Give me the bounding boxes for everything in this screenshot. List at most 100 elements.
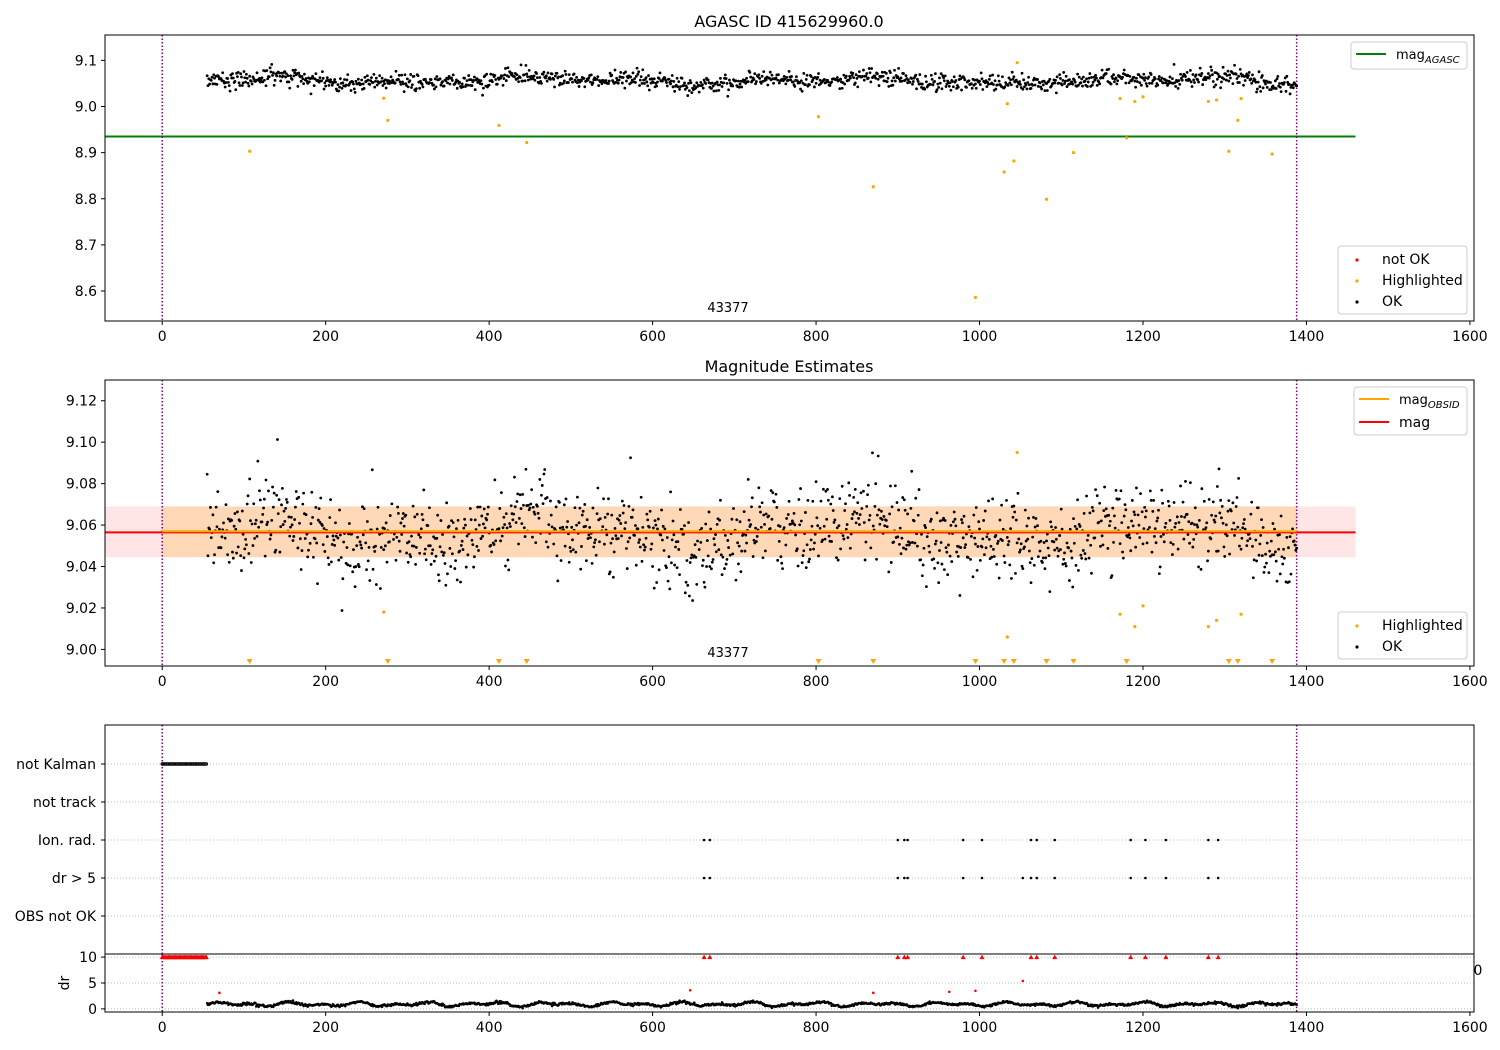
ok-point [583,85,587,89]
category-label: not Kalman [16,757,96,773]
ok-point [527,68,531,72]
ok-point [661,538,664,542]
ok-point [1188,541,1191,545]
ok-point [1091,509,1095,513]
ok-point [269,70,273,74]
ok-point [293,71,297,75]
y-tick-label: 9.12 [66,394,97,410]
stray-tick-label: 0 [1474,963,1483,979]
ok-point [1020,564,1024,568]
ok-point [1295,1003,1298,1006]
ok-point [653,519,657,523]
ok-point [534,541,538,545]
ok-point [1171,543,1175,546]
ok-point [376,505,380,509]
ok-point [549,499,552,503]
ok-point [774,492,778,496]
ok-point [308,541,312,545]
ok-point [231,556,235,560]
ok-point [1068,527,1072,531]
ok-point [1090,571,1093,575]
ok-point [240,75,243,79]
ok-point [853,81,857,85]
ok-point [804,77,808,81]
ok-point [777,73,780,77]
y-tick-label: 9.04 [66,560,97,576]
ok-point [813,85,816,89]
ok-point [864,540,868,544]
ok-point [480,82,484,86]
ok-point [608,570,612,574]
ok-point [1264,82,1267,86]
ok-point [363,75,367,79]
ok-point [764,78,768,82]
ok-point [213,76,216,80]
ok-point [223,85,227,89]
ok-point [432,87,436,91]
ok-point [689,556,693,560]
ok-point [1285,74,1289,78]
ok-point [897,66,901,70]
ok-point [623,86,627,90]
ok-point [699,540,703,544]
clipped-marker [1163,954,1169,960]
ion-rad-point [1144,838,1147,842]
ok-point [1050,525,1053,529]
outlier-point [218,991,221,995]
ok-point [799,87,802,91]
ok-point [1085,77,1088,81]
ok-point [857,70,861,74]
not-kalman-point [204,762,209,766]
ok-point [446,572,449,576]
ok-point [312,555,315,559]
ok-point [409,73,413,76]
ok-point [831,509,835,512]
ok-point [521,79,525,83]
ok-point [662,549,666,552]
ok-point [1017,537,1021,541]
ok-point [590,561,594,565]
ok-point [576,495,579,499]
legend-label-sub: AGASC [1424,55,1460,66]
ok-point [1249,77,1253,81]
ok-point [1031,535,1035,539]
ok-point [1010,577,1013,580]
ok-point [629,456,632,460]
ok-point [390,502,394,506]
ok-point [349,89,353,92]
ok-point [439,519,443,522]
ok-point [949,88,953,92]
ok-point [752,78,756,81]
ok-point [438,545,442,549]
ok-point [1282,547,1285,551]
ok-point [695,81,699,85]
ok-point [1081,84,1084,88]
ok-point [294,68,297,72]
ok-point [280,71,283,75]
ok-point [727,88,731,92]
ok-point [529,502,533,506]
ok-point [278,550,282,554]
ok-point [507,75,511,79]
ok-point [853,510,856,514]
ok-point [1294,548,1298,552]
ok-point [507,568,511,572]
ok-point [215,525,219,529]
ok-point [584,559,588,563]
ok-point [522,503,525,507]
ok-point [337,89,341,93]
outlier-point [1021,979,1025,983]
ok-point [530,488,534,492]
ok-point [567,560,571,564]
ok-point [346,563,350,567]
ok-point [916,77,919,81]
ok-point [953,517,957,521]
ok-point [489,544,493,547]
ok-point [515,500,519,503]
ok-point [1221,521,1225,525]
ok-point [873,74,877,78]
x-tick-label: 1000 [962,329,998,345]
ok-point [1041,561,1044,564]
ok-point [945,550,949,554]
ok-point [265,523,269,526]
